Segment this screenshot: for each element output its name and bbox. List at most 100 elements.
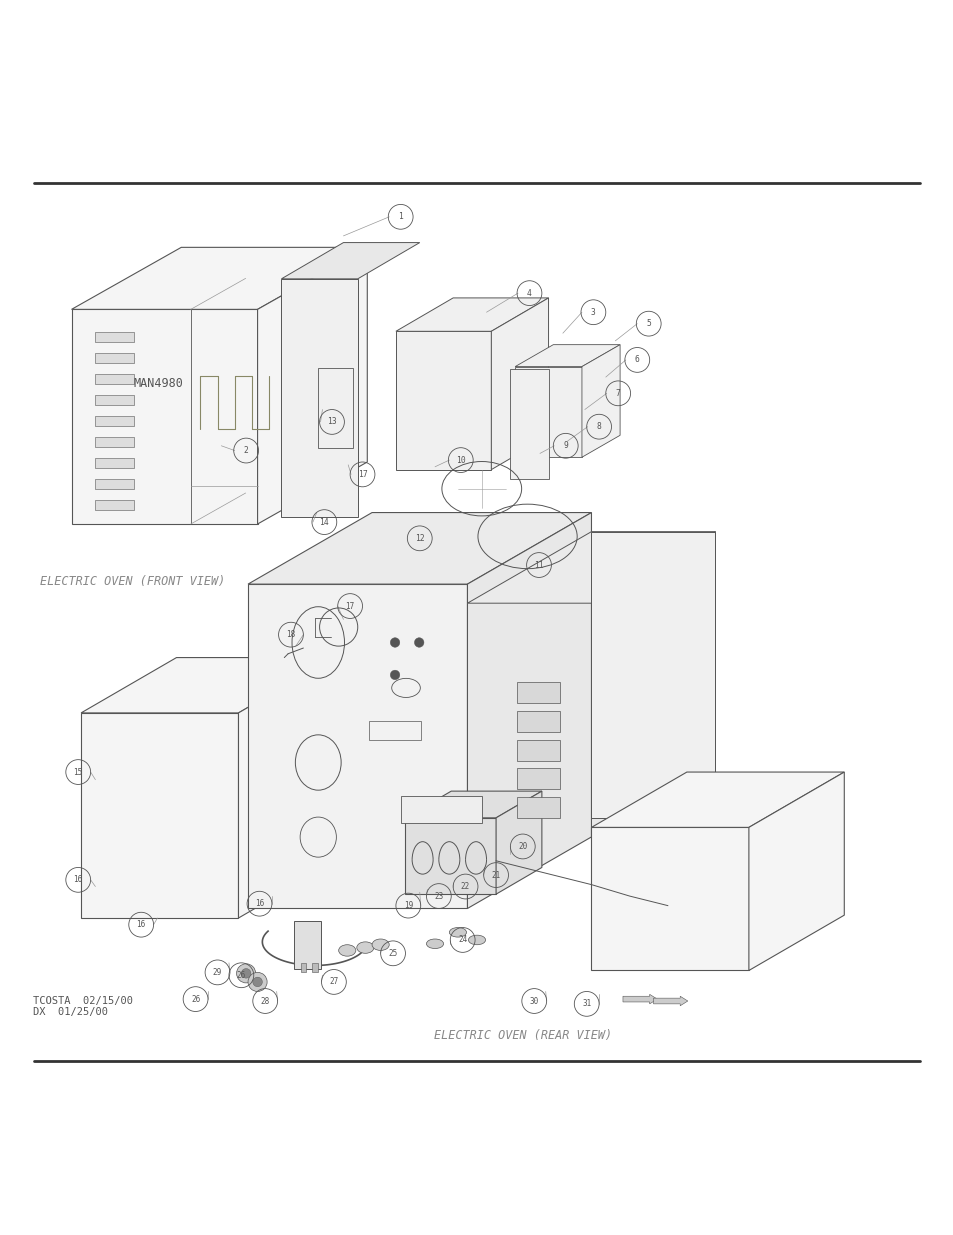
Text: 26: 26 [236, 971, 246, 979]
FancyBboxPatch shape [95, 437, 133, 447]
Text: 4: 4 [526, 289, 532, 298]
Bar [517, 797, 559, 818]
Polygon shape [748, 772, 843, 971]
Polygon shape [81, 657, 334, 713]
Polygon shape [71, 247, 367, 309]
Circle shape [253, 977, 262, 987]
Text: 8: 8 [596, 422, 601, 431]
Polygon shape [395, 331, 491, 469]
Polygon shape [515, 367, 581, 457]
Bar [300, 963, 306, 972]
Text: 27: 27 [329, 977, 338, 987]
Text: 7: 7 [615, 389, 620, 398]
FancyBboxPatch shape [95, 416, 133, 426]
Polygon shape [281, 242, 419, 279]
FancyArrow shape [622, 994, 657, 1004]
Text: 5: 5 [645, 319, 651, 329]
Ellipse shape [338, 945, 355, 956]
Polygon shape [467, 513, 591, 909]
Text: 30: 30 [529, 997, 538, 1005]
Circle shape [236, 963, 255, 983]
Circle shape [248, 972, 267, 992]
Polygon shape [71, 309, 257, 524]
Polygon shape [81, 713, 238, 918]
Text: 22: 22 [460, 882, 470, 890]
FancyBboxPatch shape [95, 395, 133, 405]
Polygon shape [591, 531, 715, 818]
Polygon shape [395, 298, 548, 331]
Text: 3: 3 [590, 308, 596, 316]
Polygon shape [581, 345, 619, 457]
Polygon shape [405, 792, 541, 818]
Ellipse shape [426, 939, 443, 948]
Text: 1: 1 [397, 212, 403, 221]
Bar [368, 721, 421, 740]
Text: 24: 24 [457, 935, 467, 945]
Polygon shape [400, 795, 481, 823]
Text: 17: 17 [345, 601, 355, 610]
FancyBboxPatch shape [95, 353, 133, 363]
Ellipse shape [468, 935, 485, 945]
Bar [312, 963, 317, 972]
Circle shape [390, 637, 399, 647]
Text: 2: 2 [243, 446, 249, 454]
Bar [517, 683, 559, 704]
FancyBboxPatch shape [95, 374, 133, 384]
Text: ELECTRIC OVEN (FRONT VIEW): ELECTRIC OVEN (FRONT VIEW) [40, 574, 225, 588]
Polygon shape [257, 247, 367, 524]
Polygon shape [248, 513, 591, 584]
FancyBboxPatch shape [95, 458, 133, 468]
Text: 17: 17 [357, 469, 367, 479]
Text: ELECTRIC OVEN (REAR VIEW): ELECTRIC OVEN (REAR VIEW) [434, 1029, 612, 1042]
FancyBboxPatch shape [95, 479, 133, 489]
Polygon shape [491, 298, 548, 469]
Text: 20: 20 [517, 842, 527, 851]
Text: 16: 16 [73, 876, 83, 884]
FancyBboxPatch shape [95, 500, 133, 510]
Polygon shape [467, 531, 715, 603]
Polygon shape [591, 772, 843, 827]
Text: 19: 19 [403, 902, 413, 910]
Polygon shape [591, 531, 715, 889]
Text: 10: 10 [456, 456, 465, 464]
Text: TCOSTA  02/15/00: TCOSTA 02/15/00 [33, 995, 133, 1007]
Text: 16: 16 [136, 920, 146, 929]
Polygon shape [591, 827, 748, 971]
Text: 31: 31 [581, 999, 591, 1008]
Ellipse shape [356, 942, 374, 953]
Polygon shape [405, 818, 496, 894]
Circle shape [390, 671, 399, 679]
Text: 28: 28 [260, 997, 270, 1005]
FancyArrow shape [653, 997, 687, 1005]
Text: 9: 9 [562, 441, 568, 451]
Bar [517, 768, 559, 789]
Polygon shape [496, 792, 541, 894]
Text: 14: 14 [319, 517, 329, 526]
Text: 11: 11 [534, 561, 543, 569]
Text: DX  01/25/00: DX 01/25/00 [33, 1008, 109, 1018]
Text: 12: 12 [415, 534, 424, 543]
Text: 15: 15 [73, 767, 83, 777]
Polygon shape [515, 345, 619, 367]
Text: 25: 25 [388, 948, 397, 958]
Text: 13: 13 [327, 417, 336, 426]
Text: 29: 29 [213, 968, 222, 977]
Bar [517, 740, 559, 761]
Polygon shape [281, 279, 357, 517]
Text: 6: 6 [634, 356, 639, 364]
Polygon shape [238, 657, 334, 918]
Text: 16: 16 [254, 899, 264, 908]
Bar [294, 921, 320, 968]
Polygon shape [248, 584, 467, 909]
Polygon shape [510, 369, 548, 479]
Text: MAN4980: MAN4980 [133, 377, 183, 390]
FancyBboxPatch shape [95, 332, 133, 342]
Polygon shape [317, 368, 353, 448]
Text: 21: 21 [491, 871, 500, 879]
Circle shape [241, 968, 251, 978]
Circle shape [414, 637, 423, 647]
Text: 26: 26 [191, 994, 200, 1004]
Bar [517, 711, 559, 732]
Ellipse shape [372, 939, 389, 951]
Text: 18: 18 [286, 630, 295, 640]
